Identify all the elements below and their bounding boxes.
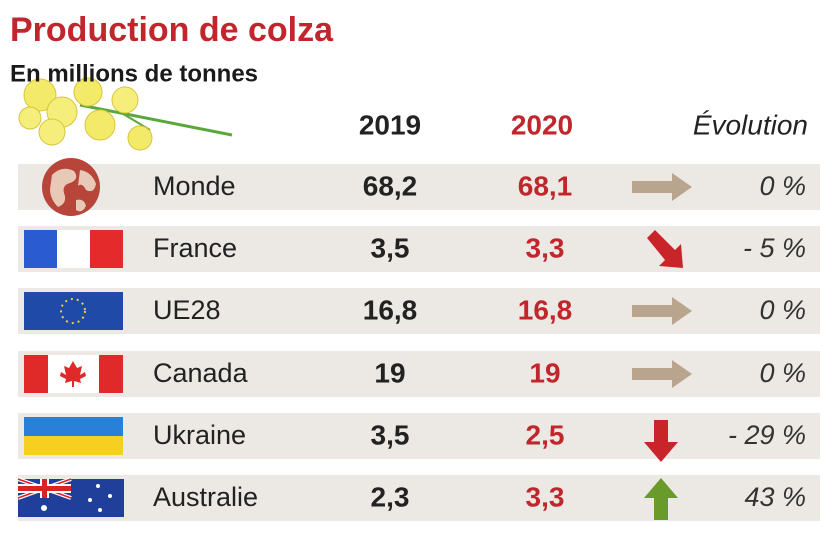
value-2019: 19 — [374, 357, 405, 388]
row-band — [18, 413, 820, 459]
evolution: 0 % — [759, 358, 806, 388]
flag-france — [24, 230, 123, 268]
country-name: Australie — [153, 482, 258, 512]
row-band — [18, 351, 820, 397]
arrow-flat — [632, 173, 692, 201]
flag-australia — [17, 477, 124, 517]
value-2019: 2,3 — [371, 481, 410, 512]
value-2020: 2,5 — [526, 419, 565, 450]
row-band — [18, 226, 820, 272]
value-2020: 68,1 — [518, 170, 573, 201]
globe-icon — [42, 158, 100, 216]
flag-eu — [24, 292, 123, 330]
value-2020: 3,3 — [526, 481, 565, 512]
country-name: Canada — [153, 358, 249, 388]
evolution: 0 % — [759, 171, 806, 201]
row-band — [18, 164, 820, 210]
arrow-down-right — [647, 230, 683, 268]
col-header: 2019 — [359, 109, 421, 140]
subtitle: En millions de tonnes — [10, 60, 258, 87]
title: Production de colza — [10, 11, 334, 49]
flag-ukraine — [24, 417, 123, 455]
col-header: Évolution — [693, 109, 808, 140]
value-2019: 3,5 — [371, 232, 410, 263]
value-2019: 16,8 — [363, 294, 418, 325]
evolution: - 29 % — [728, 420, 806, 450]
arrow-down — [644, 420, 678, 462]
value-2020: 19 — [529, 357, 560, 388]
value-2019: 68,2 — [363, 170, 418, 201]
flag-canada — [24, 355, 123, 393]
country-name: France — [153, 233, 237, 263]
country-name: Monde — [153, 171, 236, 201]
value-2019: 3,5 — [371, 419, 410, 450]
value-2020: 16,8 — [518, 294, 573, 325]
evolution: 43 % — [744, 482, 806, 512]
evolution: - 5 % — [743, 233, 806, 263]
evolution: 0 % — [759, 295, 806, 325]
col-header: 2020 — [511, 109, 573, 140]
row-band — [18, 475, 820, 521]
row-band — [18, 288, 820, 334]
value-2020: 3,3 — [526, 232, 565, 263]
table-rows: Monde 68,2 68,1 0 % France 3,5 3,3 - 5 % UE28 16,… — [153, 170, 806, 512]
country-name: UE28 — [153, 295, 221, 325]
arrow-flat — [632, 297, 692, 325]
arrow-flat — [632, 360, 692, 388]
country-name: Ukraine — [153, 420, 246, 450]
arrow-up — [644, 478, 678, 520]
rapeseed-illustration — [18, 77, 233, 151]
